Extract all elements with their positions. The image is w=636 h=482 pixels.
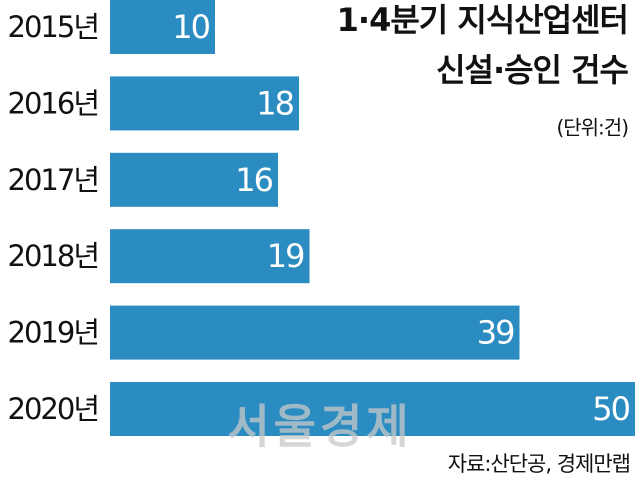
value-label: 18 — [256, 84, 293, 122]
value-label: 19 — [267, 237, 304, 275]
value-label: 39 — [477, 314, 514, 352]
chart-title: 신설·승인 건수 — [436, 51, 628, 89]
value-label: 16 — [235, 161, 272, 199]
y-tick-label: 2020년 — [8, 392, 98, 426]
y-tick-label: 2015년 — [8, 10, 98, 44]
y-tick-label: 2017년 — [8, 163, 98, 197]
bars: 2015년 10 2016년 18 2017년 16 2018년 19 2019년 39 2020년… — [8, 0, 635, 436]
bar — [110, 382, 635, 436]
bar — [110, 305, 520, 360]
watermark: 서울경제 — [227, 400, 412, 454]
bar — [110, 0, 215, 54]
bar — [110, 229, 310, 284]
bar — [110, 152, 278, 207]
y-tick-label: 2018년 — [8, 239, 98, 273]
unit-label: (단위:건) — [556, 116, 628, 140]
y-tick-label: 2016년 — [8, 86, 98, 120]
source-note: 자료:산단공, 경제만랩 — [448, 452, 630, 476]
value-label: 50 — [592, 390, 629, 428]
value-label: 10 — [172, 8, 209, 46]
y-tick-label: 2019년 — [8, 316, 98, 350]
chart-title: 1·4분기 지식산업센터 — [337, 1, 628, 39]
bar — [110, 76, 299, 131]
